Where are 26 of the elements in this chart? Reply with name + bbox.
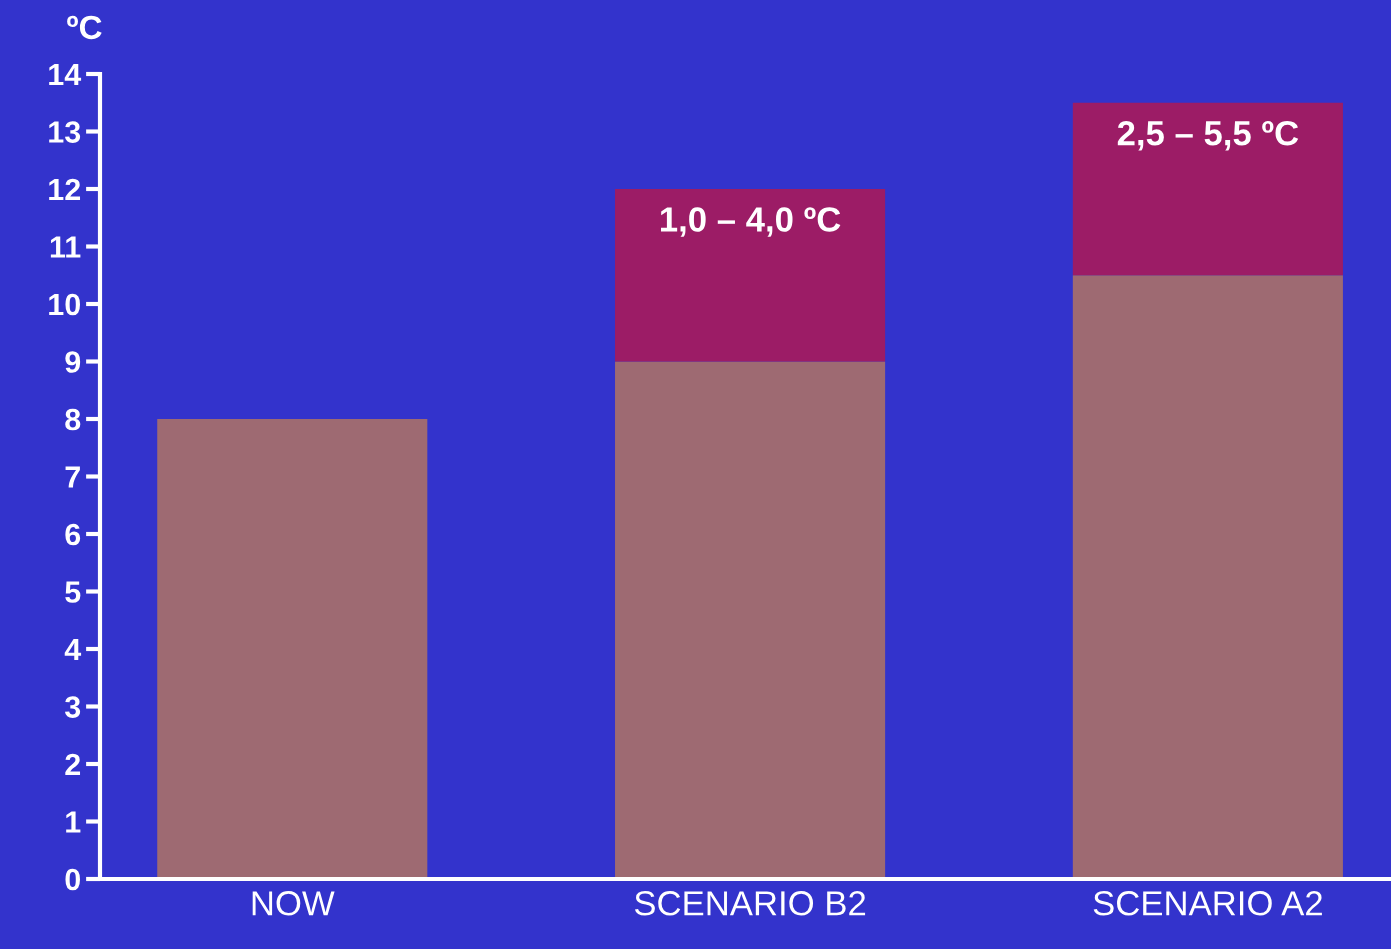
bar xyxy=(1072,102,1343,276)
x-tick-label: NOW xyxy=(252,891,335,916)
annotation: 1,0 – 4,0 ºC xyxy=(661,207,841,237)
y-tick-label: 4 xyxy=(64,639,82,661)
y-tick-label: 3 xyxy=(64,696,81,718)
y-tick-label: 14 xyxy=(49,64,82,86)
y-tick-label: 10 xyxy=(49,293,80,316)
bar xyxy=(1072,275,1343,879)
y-tick-label: 12 xyxy=(49,178,81,201)
y-tick-label: 7 xyxy=(65,466,80,488)
y-tick-label: 1 xyxy=(66,811,81,833)
y-tick-label: 13 xyxy=(49,121,81,143)
y-tick-label: 2 xyxy=(65,753,81,776)
x-tick-label: SCENARIO B2 xyxy=(634,891,866,916)
bar xyxy=(615,189,886,362)
bar xyxy=(615,361,886,879)
y-tick-label: 5 xyxy=(65,581,81,603)
bar xyxy=(157,419,428,879)
y-axis-title: ºC xyxy=(67,15,102,40)
x-tick-label: SCENARIO A2 xyxy=(1093,891,1322,916)
y-tick-label: 9 xyxy=(65,351,81,373)
y-tick-label: 6 xyxy=(65,523,81,546)
y-tick-label: 11 xyxy=(50,236,81,258)
y-tick-label: 8 xyxy=(65,408,81,431)
annotation: 2,5 – 5,5 ºC xyxy=(1117,120,1299,151)
y-tick-label: 0 xyxy=(65,868,80,891)
